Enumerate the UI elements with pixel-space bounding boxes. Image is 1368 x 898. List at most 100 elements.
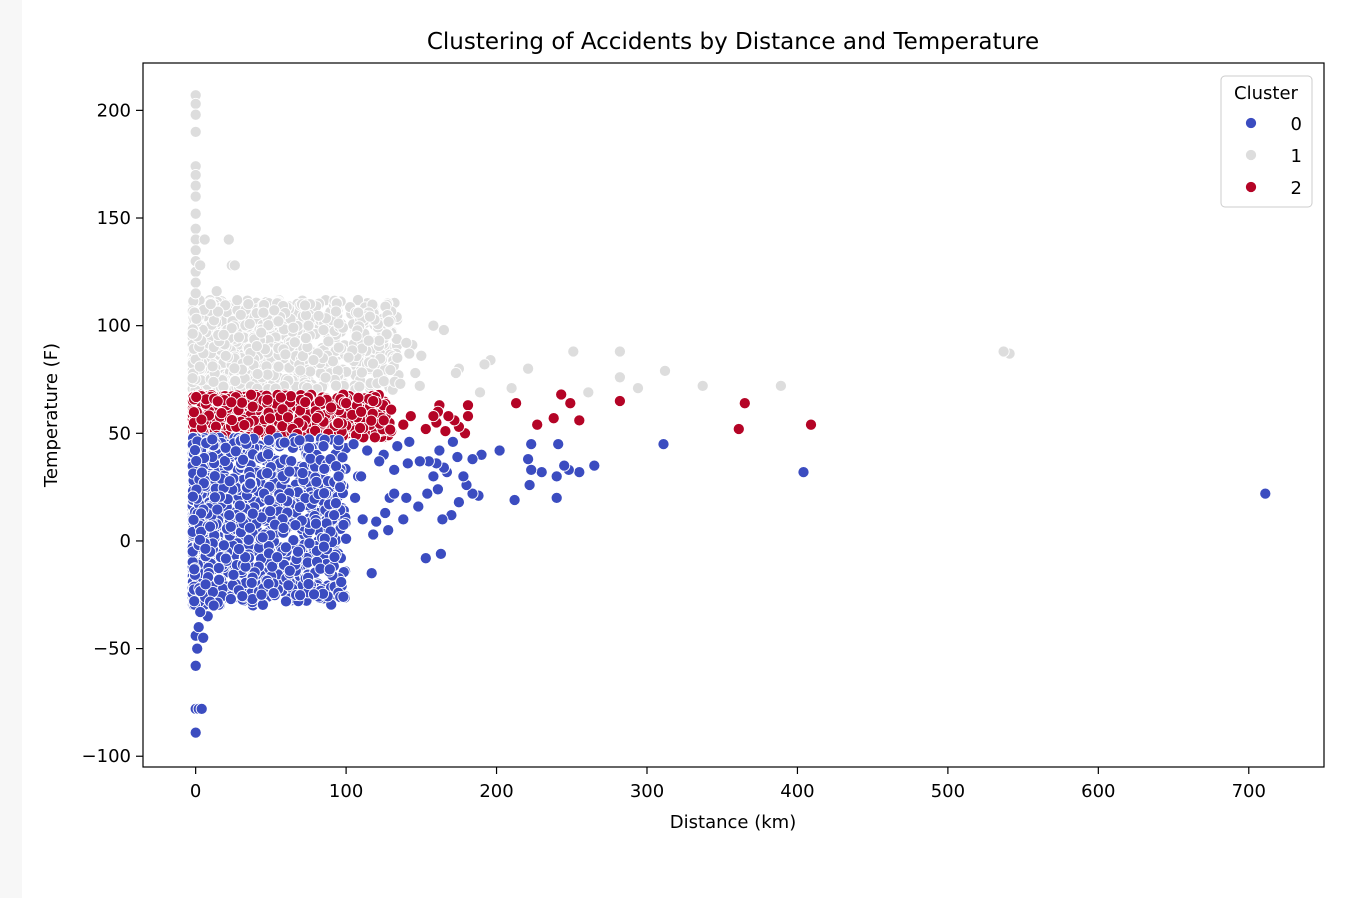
data-point	[298, 299, 312, 312]
data-point	[189, 97, 202, 110]
data-point	[186, 490, 199, 503]
y-tick-label: 50	[108, 423, 131, 444]
data-point	[307, 588, 321, 601]
data-point	[223, 475, 236, 488]
data-point	[340, 532, 353, 545]
data-point	[336, 451, 349, 464]
data-point	[211, 305, 225, 318]
data-point	[186, 327, 199, 340]
data-point	[613, 345, 626, 358]
data-point	[299, 332, 312, 345]
data-point	[550, 491, 563, 504]
data-point	[564, 397, 577, 410]
data-point	[337, 590, 350, 603]
y-tick-label: −50	[93, 639, 131, 660]
data-point	[403, 435, 416, 448]
data-point	[552, 438, 565, 451]
data-point	[225, 322, 238, 335]
y-axis-label: Temperature (F)	[41, 343, 62, 488]
data-point	[186, 372, 199, 385]
data-point	[493, 444, 506, 457]
data-point	[318, 462, 331, 475]
legend-label-2: 2	[1291, 178, 1302, 199]
y-tick-label: −100	[82, 746, 131, 767]
data-point	[391, 351, 404, 364]
data-point	[296, 466, 309, 480]
data-point	[225, 413, 238, 427]
data-point	[190, 454, 203, 468]
data-point	[194, 605, 207, 619]
data-point	[550, 470, 563, 483]
data-point	[478, 358, 491, 371]
chart-title: Clustering of Accidents by Distance and …	[427, 29, 1039, 55]
data-point	[210, 285, 223, 298]
data-point	[294, 589, 307, 602]
data-point	[367, 528, 380, 541]
data-point	[279, 595, 293, 608]
data-point	[797, 466, 810, 479]
data-point	[189, 659, 202, 672]
data-point	[322, 335, 335, 348]
data-point	[558, 459, 571, 472]
data-point	[388, 463, 401, 476]
data-point	[278, 436, 291, 449]
data-point	[332, 417, 345, 430]
data-point	[461, 399, 475, 412]
data-point	[263, 412, 277, 425]
data-point	[261, 368, 274, 381]
data-point	[657, 438, 670, 451]
data-point	[189, 108, 202, 121]
data-point	[229, 374, 242, 388]
data-point	[256, 598, 269, 611]
data-point	[261, 467, 274, 480]
data-point	[419, 552, 432, 565]
data-point	[353, 380, 366, 393]
data-point	[302, 441, 316, 455]
data-point	[189, 190, 202, 203]
data-point	[385, 403, 398, 416]
data-point	[275, 492, 288, 505]
data-point	[255, 326, 268, 339]
data-point	[189, 207, 202, 220]
data-point	[299, 396, 312, 409]
data-point	[187, 513, 200, 526]
data-point	[206, 433, 219, 446]
data-point	[232, 542, 246, 556]
data-point	[382, 315, 395, 328]
data-point	[279, 541, 292, 554]
data-point	[245, 576, 258, 589]
data-point	[188, 595, 201, 608]
data-point	[391, 440, 404, 453]
data-point	[555, 388, 568, 401]
data-point	[337, 518, 350, 531]
data-point	[195, 466, 208, 479]
data-point	[193, 360, 206, 373]
data-point	[323, 563, 336, 576]
data-point	[379, 506, 392, 520]
data-point	[310, 411, 323, 425]
data-point	[384, 423, 397, 436]
data-point	[243, 521, 256, 534]
data-point	[419, 422, 432, 436]
data-point	[363, 310, 376, 323]
data-point	[293, 434, 306, 447]
data-point	[382, 524, 395, 537]
plot-frame	[142, 62, 1325, 768]
data-point	[234, 308, 247, 321]
data-point	[351, 293, 365, 307]
series-1	[186, 89, 1016, 399]
data-point	[332, 434, 345, 447]
data-point	[282, 579, 295, 592]
data-point	[235, 396, 249, 409]
data-point	[189, 168, 202, 182]
data-point	[231, 294, 244, 307]
data-point	[384, 363, 397, 377]
data-point	[415, 349, 428, 362]
data-point	[436, 513, 449, 526]
data-point	[224, 592, 237, 606]
legend: Cluster 0 1 2	[1220, 75, 1313, 208]
data-point	[531, 418, 544, 431]
data-point	[284, 390, 297, 403]
data-point	[525, 463, 538, 476]
data-point	[508, 493, 521, 507]
